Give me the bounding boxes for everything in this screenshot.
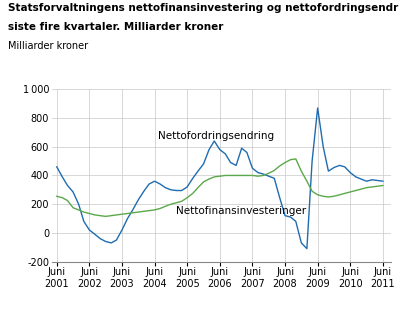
Text: Milliarder kroner: Milliarder kroner <box>8 41 88 51</box>
Text: siste fire kvartaler. Milliarder kroner: siste fire kvartaler. Milliarder kroner <box>8 22 223 32</box>
Text: Nettofordringsendring: Nettofordringsendring <box>158 131 274 141</box>
Text: Statsforvaltningens nettofinansinvestering og nettofordringsendring: Statsforvaltningens nettofinansinvesteri… <box>8 3 399 13</box>
Text: Nettofinansinvesteringer: Nettofinansinvesteringer <box>176 206 306 216</box>
